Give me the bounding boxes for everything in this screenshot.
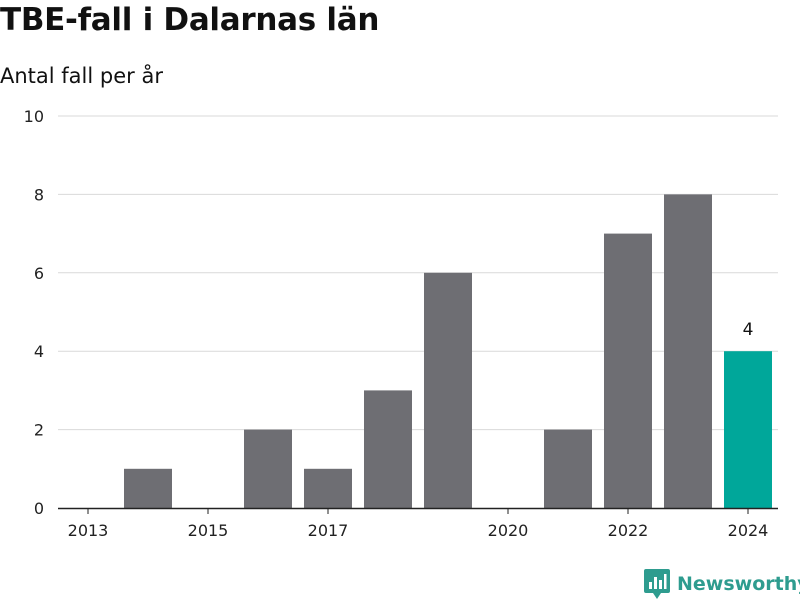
bar (604, 233, 652, 508)
y-tick-label: 10 (24, 107, 44, 126)
y-tick-label: 6 (34, 264, 44, 283)
data-label: 4 (743, 320, 754, 340)
bar (724, 351, 772, 508)
bar-chart: 0 2 4 6 8 10 2013 2015 2017 2020 2022 2024 4 (24, 107, 778, 540)
bar (244, 429, 292, 508)
bar (544, 429, 592, 508)
x-tick-label: 2013 (68, 521, 109, 540)
newsworthy-brand: Newsworthy (644, 569, 800, 599)
x-tick-label: 2015 (188, 521, 229, 540)
bar (424, 272, 472, 508)
x-tick-label: 2024 (728, 521, 769, 540)
x-tick-label: 2017 (308, 521, 349, 540)
y-tick-label: 8 (34, 185, 44, 204)
newsworthy-logo-icon (644, 569, 670, 599)
brand-name: Newsworthy (677, 573, 800, 595)
bar (124, 468, 172, 508)
x-tick-label: 2022 (608, 521, 649, 540)
y-tick-label: 2 (34, 421, 44, 440)
bar (304, 468, 352, 508)
y-tick-label: 0 (34, 499, 44, 518)
chart-subtitle: Antal fall per år (0, 64, 163, 88)
bar (664, 194, 712, 508)
chart-title: TBE-fall i Dalarnas län (0, 2, 380, 38)
bar (364, 390, 412, 508)
y-tick-label: 4 (34, 342, 44, 361)
x-tick-label: 2020 (488, 521, 529, 540)
